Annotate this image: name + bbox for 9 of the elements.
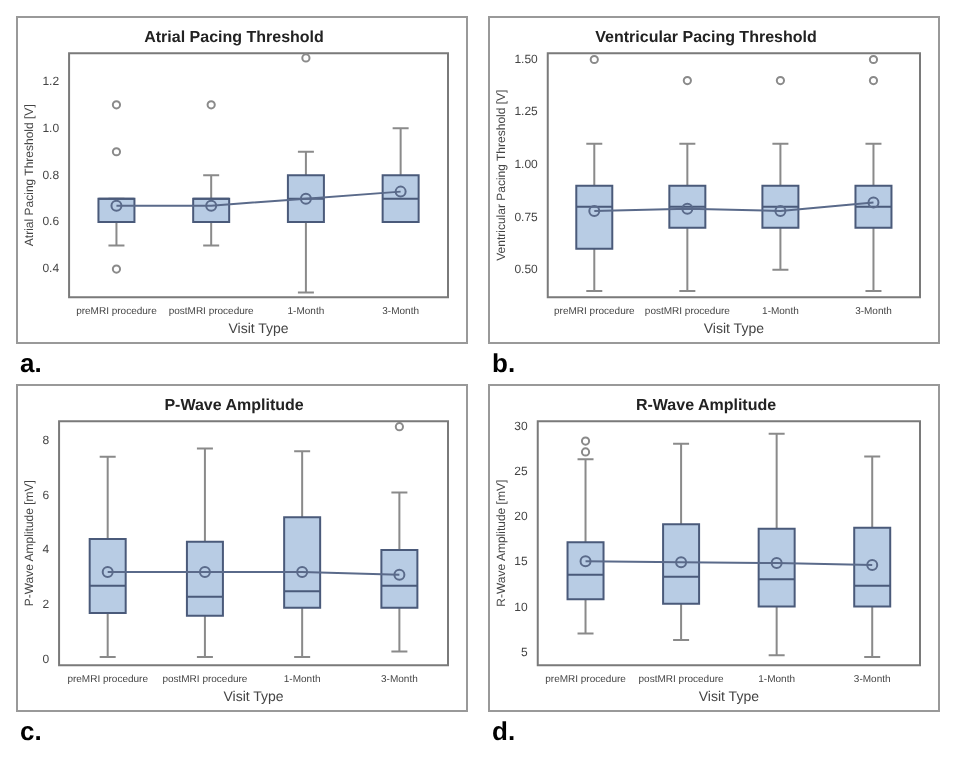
text: c. [20, 716, 44, 746]
chart-title: R-Wave Amplitude [635, 396, 778, 415]
chart-title: P-Wave Amplitude [164, 396, 305, 415]
text: d. [492, 716, 518, 746]
text: b. [492, 348, 518, 378]
point [394, 185, 407, 198]
text: a. [20, 348, 44, 378]
chart-title: Atrial Pacing Threshold [144, 28, 325, 47]
chart-title: Ventricular Pacing Threshold [595, 28, 817, 47]
